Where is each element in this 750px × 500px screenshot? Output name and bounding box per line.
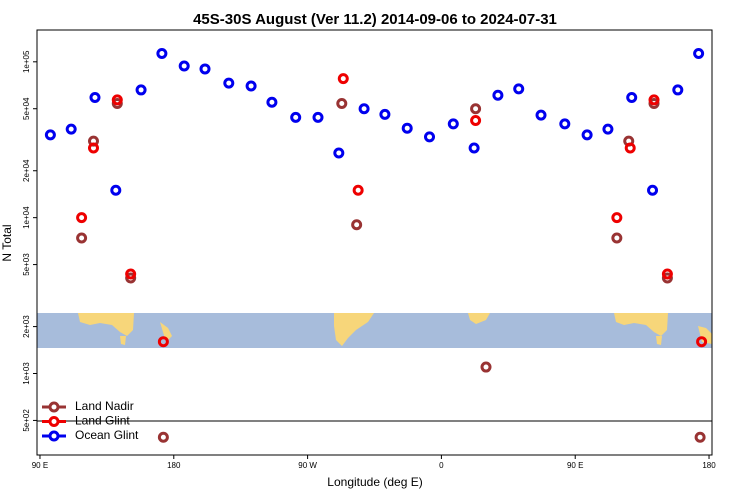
point — [87, 142, 99, 154]
point — [424, 131, 436, 143]
land — [120, 336, 126, 345]
point — [245, 80, 257, 92]
y-tick-label: 5e+02 — [22, 409, 31, 432]
point — [358, 103, 370, 115]
point — [470, 103, 482, 115]
legend-marker — [48, 416, 60, 427]
legend-marker — [48, 401, 60, 413]
point — [535, 109, 547, 121]
point — [611, 232, 623, 244]
y-tick-label: 1e+05 — [22, 50, 31, 73]
land — [468, 313, 490, 324]
point — [379, 108, 391, 120]
point — [648, 94, 660, 106]
point — [513, 83, 525, 95]
point — [696, 336, 708, 348]
point — [76, 232, 88, 244]
point — [44, 129, 56, 141]
point — [111, 94, 123, 106]
x-tick-label: 90 E — [32, 461, 48, 470]
point — [199, 63, 211, 75]
x-tick-label: 90 W — [298, 461, 317, 470]
point — [290, 111, 302, 123]
y-axis-label: N Total — [0, 224, 14, 261]
point — [135, 84, 147, 96]
land — [160, 322, 172, 342]
y-tick-label: 1e+04 — [22, 206, 31, 229]
point — [157, 336, 169, 348]
x-tick-label: 180 — [702, 461, 716, 470]
y-tick-label: 2e+03 — [22, 315, 31, 338]
point — [125, 272, 137, 284]
y-tick-label: 1e+03 — [22, 362, 31, 385]
land — [334, 313, 374, 346]
point — [447, 118, 459, 130]
land — [698, 326, 712, 344]
x-tick-label: 180 — [167, 461, 181, 470]
point — [76, 212, 88, 224]
legend-label: Land Glint — [75, 414, 130, 428]
point — [333, 147, 345, 159]
point — [401, 122, 413, 134]
point — [178, 60, 190, 72]
point — [624, 142, 636, 154]
point — [89, 92, 101, 104]
point — [352, 184, 364, 196]
point — [266, 96, 278, 108]
point — [336, 98, 348, 110]
x-tick-label: 0 — [439, 461, 444, 470]
ocean — [37, 313, 712, 348]
point — [351, 219, 363, 231]
point — [492, 89, 504, 101]
y-tick-label: 5e+04 — [22, 97, 31, 120]
point — [672, 84, 684, 96]
y-tick-label: 2e+04 — [22, 159, 31, 182]
point — [337, 73, 349, 85]
point — [65, 123, 77, 135]
point — [559, 118, 571, 130]
y-tick-label: 5e+03 — [22, 253, 31, 276]
point — [156, 48, 168, 60]
point — [661, 272, 673, 284]
point — [602, 123, 614, 135]
point — [468, 142, 480, 154]
land — [656, 336, 662, 345]
point — [581, 129, 593, 141]
point — [157, 431, 169, 443]
point — [626, 92, 638, 104]
point — [661, 268, 673, 280]
point — [223, 77, 235, 89]
x-axis-label: Longitude (deg E) — [327, 475, 422, 489]
point — [312, 111, 324, 123]
point — [470, 115, 482, 127]
chart-title: 45S-30S August (Ver 11.2) 2014-09-06 to … — [193, 11, 557, 28]
point — [125, 268, 137, 280]
point — [693, 48, 705, 60]
point — [694, 431, 706, 443]
land — [614, 313, 668, 336]
point — [480, 361, 492, 373]
point — [110, 184, 122, 196]
point — [611, 212, 623, 224]
point — [647, 184, 659, 196]
map-strip — [37, 313, 712, 348]
x-tick-label: 90 E — [567, 461, 583, 470]
legend-label: Ocean Glint — [75, 428, 139, 442]
land — [78, 313, 134, 336]
legend-marker — [48, 430, 60, 442]
plot-frame — [36, 29, 713, 456]
legend-label: Land Nadir — [75, 399, 134, 413]
